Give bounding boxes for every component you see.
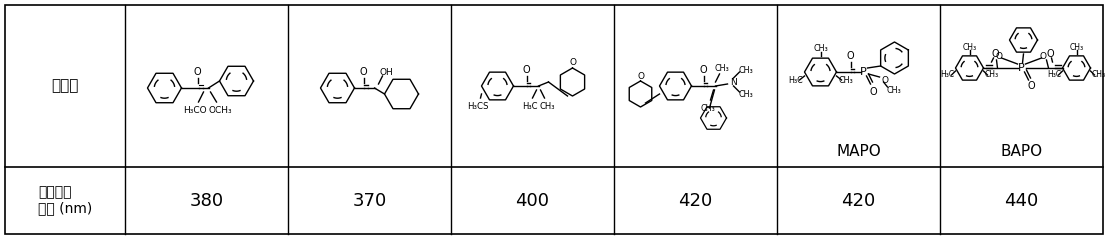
Text: CH₃: CH₃ (813, 43, 828, 53)
Text: 420: 420 (841, 191, 875, 210)
Text: O: O (870, 87, 878, 97)
Text: MAPO: MAPO (837, 143, 881, 158)
Text: 開始剤: 開始剤 (51, 78, 79, 93)
Text: CH₃: CH₃ (738, 89, 752, 98)
Text: O: O (194, 67, 202, 77)
Text: O: O (996, 51, 1003, 60)
Text: OH: OH (380, 67, 393, 76)
Text: BAPO: BAPO (1001, 143, 1043, 158)
Text: CH₃: CH₃ (963, 43, 976, 51)
Text: CH₃: CH₃ (886, 86, 901, 94)
Text: CH₃: CH₃ (838, 76, 853, 85)
Text: H₃C: H₃C (788, 76, 803, 85)
Text: O: O (637, 71, 644, 81)
Text: H₃CO: H₃CO (183, 105, 206, 114)
Text: 380: 380 (189, 191, 224, 210)
Text: O: O (570, 58, 576, 66)
Text: CH₃: CH₃ (540, 102, 555, 110)
Text: O: O (523, 65, 531, 75)
Text: CH₃: CH₃ (738, 65, 752, 75)
Text: H₃C: H₃C (1047, 70, 1061, 78)
Text: 370: 370 (352, 191, 387, 210)
Text: O: O (699, 65, 707, 75)
Text: 限界吸収
波長 (nm): 限界吸収 波長 (nm) (38, 185, 92, 216)
Text: O: O (360, 67, 368, 77)
Text: CH₃: CH₃ (715, 64, 729, 72)
Text: CH₃: CH₃ (1091, 70, 1106, 78)
Text: OCH₃: OCH₃ (208, 105, 233, 114)
Text: O: O (882, 76, 889, 85)
Text: O: O (1028, 81, 1035, 91)
Text: CH₃: CH₃ (984, 70, 998, 78)
Text: 440: 440 (1004, 191, 1038, 210)
Text: H₃CS: H₃CS (466, 102, 489, 110)
Text: CH₃: CH₃ (700, 103, 715, 113)
Text: N: N (730, 77, 737, 87)
Text: O: O (1047, 49, 1055, 59)
Text: CH₃: CH₃ (1069, 43, 1084, 51)
Text: P: P (860, 67, 866, 77)
Text: 420: 420 (678, 191, 712, 210)
Text: H₃C: H₃C (941, 70, 955, 78)
Text: O: O (1040, 51, 1047, 60)
Text: O: O (847, 51, 854, 61)
Text: P: P (1018, 63, 1025, 73)
Text: H₃C: H₃C (522, 102, 537, 110)
Text: 400: 400 (515, 191, 550, 210)
Text: O: O (992, 49, 999, 59)
